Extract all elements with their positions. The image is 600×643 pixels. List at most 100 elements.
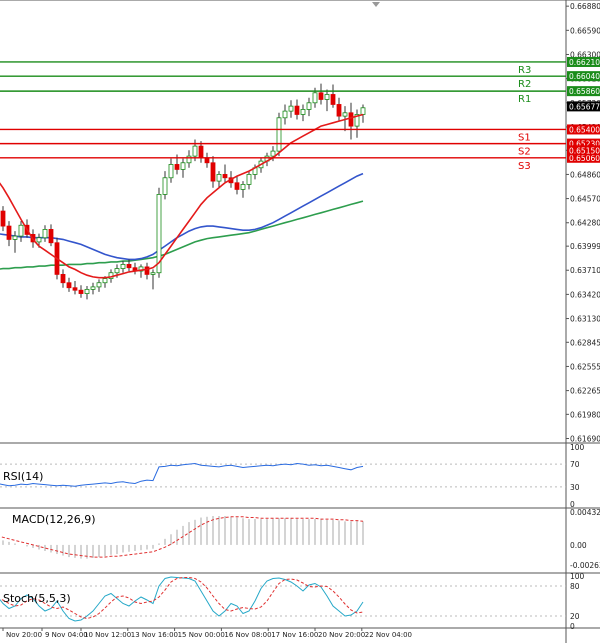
candle-body bbox=[294, 105, 300, 115]
y-tick-label: 0.64860 bbox=[570, 170, 600, 179]
price-tag-label: 0.65677 bbox=[569, 102, 600, 111]
candle-body bbox=[0, 210, 6, 227]
x-tick-label: 13 Nov 16:00 bbox=[131, 631, 178, 639]
stoch-label: Stoch(5,5,3) bbox=[3, 592, 71, 605]
level-name-r2: R2 bbox=[518, 79, 531, 90]
x-tick-label: 22 Nov 04:00 bbox=[365, 631, 412, 639]
macd-tick-label: -0.002639 bbox=[570, 561, 600, 570]
macd-signal-line bbox=[0, 516, 364, 558]
candle-body bbox=[324, 94, 330, 100]
level-name-s2: S2 bbox=[518, 147, 531, 158]
y-tick-label: 0.61980 bbox=[570, 410, 600, 419]
y-tick-label: 0.66880 bbox=[570, 2, 600, 11]
candle-body bbox=[120, 264, 126, 269]
stoch-tick-label: 20 bbox=[570, 612, 580, 621]
y-tick-label: 0.63999 bbox=[570, 242, 600, 251]
stoch-tick-label: 0 bbox=[570, 622, 575, 631]
stoch-tick-label: 80 bbox=[570, 582, 580, 591]
macd-tick-label: 0.00 bbox=[570, 541, 587, 550]
price-tag-label: 0.65150 bbox=[569, 146, 600, 155]
candle-body bbox=[288, 105, 294, 112]
candle-body bbox=[240, 184, 246, 190]
x-tick-label: 9 Nov 04:00 bbox=[45, 631, 88, 639]
candle-body bbox=[156, 194, 162, 274]
candle-body bbox=[114, 268, 120, 274]
candle-body bbox=[318, 92, 324, 100]
candle-body bbox=[138, 266, 144, 272]
level-price-label: 0.65230 bbox=[569, 140, 600, 149]
x-tick-label: Nov 20:00 bbox=[6, 631, 42, 639]
y-tick-label: 0.66590 bbox=[570, 26, 600, 35]
candle-body bbox=[162, 177, 168, 195]
level-name-s3: S3 bbox=[518, 161, 531, 172]
rsi-tick-label: 100 bbox=[570, 443, 585, 452]
candle-body bbox=[210, 162, 216, 182]
level-price-label: 0.65060 bbox=[569, 154, 600, 163]
rsi-tick-label: 0 bbox=[570, 500, 575, 509]
candle-body bbox=[90, 286, 96, 290]
rsi-label: RSI(14) bbox=[3, 470, 43, 483]
ma-blue-line bbox=[0, 172, 364, 261]
level-price-tag bbox=[567, 138, 600, 149]
candle-body bbox=[300, 109, 306, 115]
y-tick-label: 0.66300 bbox=[570, 50, 600, 59]
level-price-label: 0.65400 bbox=[569, 125, 600, 134]
candle-body bbox=[42, 229, 48, 239]
candle-body bbox=[348, 112, 354, 127]
candle-body bbox=[306, 102, 312, 110]
candle-body bbox=[186, 155, 192, 164]
level-price-tag bbox=[567, 56, 600, 67]
rsi-tick-label: 30 bbox=[570, 483, 580, 492]
candle-body bbox=[180, 162, 186, 170]
stoch-d-line bbox=[0, 577, 364, 620]
candle-body bbox=[204, 157, 210, 164]
y-tick-label: 0.64280 bbox=[570, 219, 600, 228]
candle-body bbox=[216, 174, 222, 182]
y-tick-label: 0.63420 bbox=[570, 290, 600, 299]
candle-body bbox=[12, 235, 18, 240]
candle-body bbox=[60, 273, 66, 284]
candle-body bbox=[198, 145, 204, 159]
rsi-pane: 100 70 30 0 bbox=[0, 443, 585, 509]
candle-body bbox=[276, 117, 282, 152]
x-tick-label: 20 Nov 20:00 bbox=[318, 631, 365, 639]
candle-body bbox=[282, 110, 288, 119]
candle-body bbox=[342, 112, 348, 117]
candle-body bbox=[234, 182, 240, 190]
stoch-tick-label: 100 bbox=[570, 572, 585, 581]
x-tick-label: 15 Nov 00:00 bbox=[178, 631, 225, 639]
candle-body bbox=[84, 288, 90, 294]
ma-red-line bbox=[0, 113, 364, 279]
level-price-tag bbox=[567, 71, 600, 82]
scroll-marker-icon[interactable] bbox=[372, 2, 380, 7]
level-price-tag bbox=[567, 124, 600, 135]
rsi-line bbox=[0, 462, 364, 487]
candle-body bbox=[336, 104, 342, 117]
candle-body bbox=[144, 266, 150, 275]
candle-body bbox=[6, 225, 12, 240]
candle-body bbox=[36, 237, 42, 243]
x-tick-label: 17 Nov 16:00 bbox=[271, 631, 318, 639]
level-price-tag bbox=[567, 86, 600, 97]
level-price-label: 0.66210 bbox=[569, 58, 600, 67]
candle-body bbox=[222, 174, 228, 179]
candle-body bbox=[360, 107, 366, 115]
level-price-label: 0.66040 bbox=[569, 72, 600, 81]
macd-tick-label: 0.004327 bbox=[570, 508, 600, 517]
level-price-label: 0.65860 bbox=[569, 87, 600, 96]
x-tick-label: 16 Nov 08:00 bbox=[224, 631, 271, 639]
candle-body bbox=[270, 150, 276, 157]
candle-body bbox=[102, 278, 108, 284]
candle-body bbox=[168, 164, 174, 179]
candle-body bbox=[48, 229, 54, 244]
y-tick-label: 0.61690 bbox=[570, 435, 600, 444]
level-name-s1: S1 bbox=[518, 132, 531, 143]
y-tick-label: 0.63130 bbox=[570, 315, 600, 324]
candle-body bbox=[18, 224, 24, 237]
y-tick-label: 0.64570 bbox=[570, 195, 600, 204]
y-tick-label: 0.63710 bbox=[570, 266, 600, 275]
candle-body bbox=[312, 92, 318, 104]
